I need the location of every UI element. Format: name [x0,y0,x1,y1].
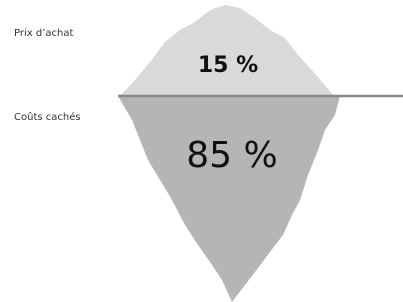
iceberg-hidden [118,96,340,302]
iceberg-diagram: Prix d’achat Coûts cachés 15 % 85 % [0,0,403,302]
label-above: Prix d’achat [14,28,73,39]
page: Prix d’achat Coûts cachés 15 % 85 % (() … [0,0,403,302]
label-below: Coûts cachés [14,111,81,123]
hidden-percent: 85 % [186,135,277,176]
tip-percent: 15 % [198,53,258,78]
iceberg-tip [120,5,334,96]
